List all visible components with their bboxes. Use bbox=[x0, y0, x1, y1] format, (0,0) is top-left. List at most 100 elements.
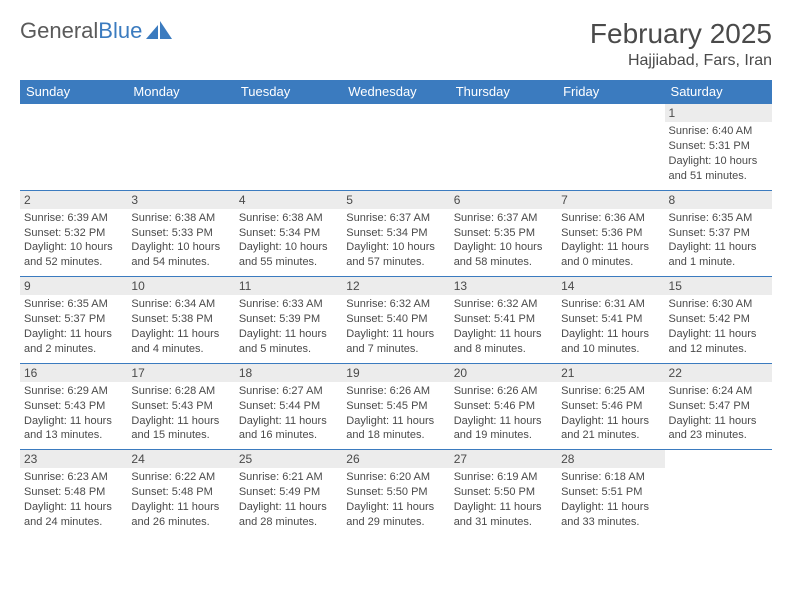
location-subtitle: Hajjiabad, Fars, Iran bbox=[590, 52, 772, 70]
day-number: 10 bbox=[127, 277, 234, 295]
calendar-cell: 4Sunrise: 6:38 AMSunset: 5:34 PMDaylight… bbox=[235, 190, 342, 277]
sunrise-text: Sunrise: 6:35 AM bbox=[24, 297, 123, 312]
sunset-text: Sunset: 5:44 PM bbox=[239, 399, 338, 414]
calendar-week-row: 2Sunrise: 6:39 AMSunset: 5:32 PMDaylight… bbox=[20, 190, 772, 277]
calendar-cell bbox=[127, 104, 234, 191]
daylight-text: Daylight: 11 hours and 31 minutes. bbox=[454, 500, 553, 530]
calendar-cell: 13Sunrise: 6:32 AMSunset: 5:41 PMDayligh… bbox=[450, 277, 557, 364]
sunset-text: Sunset: 5:36 PM bbox=[561, 226, 660, 241]
daylight-text: Daylight: 11 hours and 0 minutes. bbox=[561, 240, 660, 270]
daylight-text: Daylight: 10 hours and 57 minutes. bbox=[346, 240, 445, 270]
sunset-text: Sunset: 5:50 PM bbox=[454, 485, 553, 500]
sunrise-text: Sunrise: 6:31 AM bbox=[561, 297, 660, 312]
sunset-text: Sunset: 5:46 PM bbox=[454, 399, 553, 414]
day-number: 5 bbox=[342, 191, 449, 209]
title-block: February 2025 Hajjiabad, Fars, Iran bbox=[590, 18, 772, 70]
calendar-week-row: 1Sunrise: 6:40 AMSunset: 5:31 PMDaylight… bbox=[20, 104, 772, 191]
month-title: February 2025 bbox=[590, 18, 772, 50]
sunrise-text: Sunrise: 6:27 AM bbox=[239, 384, 338, 399]
daylight-text: Daylight: 10 hours and 54 minutes. bbox=[131, 240, 230, 270]
calendar-cell: 26Sunrise: 6:20 AMSunset: 5:50 PMDayligh… bbox=[342, 450, 449, 536]
logo-sail-icon bbox=[146, 21, 172, 41]
sunset-text: Sunset: 5:45 PM bbox=[346, 399, 445, 414]
sunset-text: Sunset: 5:48 PM bbox=[131, 485, 230, 500]
calendar-cell: 14Sunrise: 6:31 AMSunset: 5:41 PMDayligh… bbox=[557, 277, 664, 364]
calendar-cell: 15Sunrise: 6:30 AMSunset: 5:42 PMDayligh… bbox=[665, 277, 772, 364]
calendar-cell bbox=[342, 104, 449, 191]
daylight-text: Daylight: 11 hours and 18 minutes. bbox=[346, 414, 445, 444]
calendar-cell: 9Sunrise: 6:35 AMSunset: 5:37 PMDaylight… bbox=[20, 277, 127, 364]
sunset-text: Sunset: 5:34 PM bbox=[346, 226, 445, 241]
day-number: 22 bbox=[665, 364, 772, 382]
calendar-cell: 7Sunrise: 6:36 AMSunset: 5:36 PMDaylight… bbox=[557, 190, 664, 277]
day-number: 15 bbox=[665, 277, 772, 295]
daylight-text: Daylight: 11 hours and 1 minute. bbox=[669, 240, 768, 270]
calendar-cell: 12Sunrise: 6:32 AMSunset: 5:40 PMDayligh… bbox=[342, 277, 449, 364]
calendar-header-row: SundayMondayTuesdayWednesdayThursdayFrid… bbox=[20, 80, 772, 104]
day-number: 16 bbox=[20, 364, 127, 382]
sunrise-text: Sunrise: 6:26 AM bbox=[454, 384, 553, 399]
day-number: 1 bbox=[665, 104, 772, 122]
day-number: 27 bbox=[450, 450, 557, 468]
calendar-cell: 8 Sunrise: 6:35 AMSunset: 5:37 PMDaylight… bbox=[665, 190, 772, 277]
sunset-text: Sunset: 5:43 PM bbox=[24, 399, 123, 414]
sunrise-text: Sunrise: 6:28 AM bbox=[131, 384, 230, 399]
daylight-text: Daylight: 11 hours and 21 minutes. bbox=[561, 414, 660, 444]
sunrise-text: Sunrise: 6:34 AM bbox=[131, 297, 230, 312]
sunset-text: Sunset: 5:31 PM bbox=[669, 139, 768, 154]
day-number: 8 bbox=[665, 191, 772, 209]
day-number: 6 bbox=[450, 191, 557, 209]
sunset-text: Sunset: 5:41 PM bbox=[454, 312, 553, 327]
sunrise-text: Sunrise: 6:32 AM bbox=[454, 297, 553, 312]
sunrise-text: Sunrise: 6:35 AM bbox=[669, 211, 768, 226]
sunrise-text: Sunrise: 6:37 AM bbox=[454, 211, 553, 226]
calendar-cell: 27 Sunrise: 6:19 AMSunset: 5:50 PMDayligh… bbox=[450, 450, 557, 536]
calendar-week-row: 16Sunrise: 6:29 AMSunset: 5:43 PMDayligh… bbox=[20, 363, 772, 450]
calendar-cell: 2Sunrise: 6:39 AMSunset: 5:32 PMDaylight… bbox=[20, 190, 127, 277]
day-number: 24 bbox=[127, 450, 234, 468]
calendar-cell bbox=[20, 104, 127, 191]
calendar-week-row: 9Sunrise: 6:35 AMSunset: 5:37 PMDaylight… bbox=[20, 277, 772, 364]
day-number: 7 bbox=[557, 191, 664, 209]
sunrise-text: Sunrise: 6:33 AM bbox=[239, 297, 338, 312]
day-number: 23 bbox=[20, 450, 127, 468]
sunset-text: Sunset: 5:37 PM bbox=[669, 226, 768, 241]
sunrise-text: Sunrise: 6:23 AM bbox=[24, 470, 123, 485]
calendar-cell: 10Sunrise: 6:34 AMSunset: 5:38 PMDayligh… bbox=[127, 277, 234, 364]
sunrise-text: Sunrise: 6:40 AM bbox=[669, 124, 768, 139]
calendar-cell: 1Sunrise: 6:40 AMSunset: 5:31 PMDaylight… bbox=[665, 104, 772, 191]
daylight-text: Daylight: 11 hours and 2 minutes. bbox=[24, 327, 123, 357]
sunset-text: Sunset: 5:42 PM bbox=[669, 312, 768, 327]
sunrise-text: Sunrise: 6:19 AM bbox=[454, 470, 553, 485]
sunrise-text: Sunrise: 6:25 AM bbox=[561, 384, 660, 399]
sunset-text: Sunset: 5:35 PM bbox=[454, 226, 553, 241]
weekday-header: Sunday bbox=[20, 80, 127, 104]
daylight-text: Daylight: 11 hours and 19 minutes. bbox=[454, 414, 553, 444]
daylight-text: Daylight: 10 hours and 55 minutes. bbox=[239, 240, 338, 270]
calendar-cell: 24Sunrise: 6:22 AMSunset: 5:48 PMDayligh… bbox=[127, 450, 234, 536]
day-number: 18 bbox=[235, 364, 342, 382]
day-number: 2 bbox=[20, 191, 127, 209]
calendar-cell bbox=[557, 104, 664, 191]
calendar-cell bbox=[665, 450, 772, 536]
daylight-text: Daylight: 11 hours and 33 minutes. bbox=[561, 500, 660, 530]
calendar-body: 1 Sunrise: 6:40 AMSunset: 5:31 PM Daylight… bbox=[20, 104, 772, 536]
weekday-header: Thursday bbox=[450, 80, 557, 104]
calendar-cell: 5Sunrise: 6:37 AMSunset: 5:34 PMDaylight… bbox=[342, 190, 449, 277]
sunset-text: Sunset: 5:51 PM bbox=[561, 485, 660, 500]
day-number: 9 bbox=[20, 277, 127, 295]
daylight-text: Daylight: 11 hours and 23 minutes. bbox=[669, 414, 768, 444]
sunrise-text: Sunrise: 6:29 AM bbox=[24, 384, 123, 399]
day-number: 25 bbox=[235, 450, 342, 468]
weekday-header: Tuesday bbox=[235, 80, 342, 104]
day-number: 3 bbox=[127, 191, 234, 209]
calendar-table: SundayMondayTuesdayWednesdayThursdayFrid… bbox=[20, 80, 772, 536]
sunrise-text: Sunrise: 6:38 AM bbox=[131, 211, 230, 226]
sunset-text: Sunset: 5:33 PM bbox=[131, 226, 230, 241]
sunset-text: Sunset: 5:43 PM bbox=[131, 399, 230, 414]
logo-text-a: General bbox=[20, 18, 98, 44]
calendar-cell: 21Sunrise: 6:25 AMSunset: 5:46 PMDayligh… bbox=[557, 363, 664, 450]
day-number: 26 bbox=[342, 450, 449, 468]
day-number: 20 bbox=[450, 364, 557, 382]
sunrise-text: Sunrise: 6:39 AM bbox=[24, 211, 123, 226]
